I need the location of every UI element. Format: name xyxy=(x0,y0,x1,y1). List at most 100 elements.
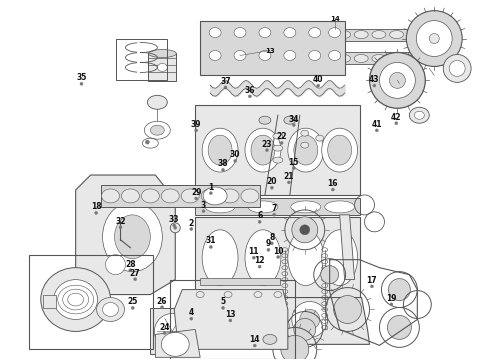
Ellipse shape xyxy=(415,111,424,119)
Ellipse shape xyxy=(273,157,283,163)
Text: 34: 34 xyxy=(289,114,299,123)
Text: 15: 15 xyxy=(289,158,299,167)
Ellipse shape xyxy=(329,28,341,37)
Ellipse shape xyxy=(322,128,358,172)
Text: 9: 9 xyxy=(266,239,271,248)
Polygon shape xyxy=(43,294,56,307)
Ellipse shape xyxy=(181,189,199,203)
Ellipse shape xyxy=(301,54,315,62)
Ellipse shape xyxy=(390,72,405,88)
Text: 40: 40 xyxy=(313,75,323,84)
Ellipse shape xyxy=(195,129,197,132)
Text: 23: 23 xyxy=(262,140,272,149)
Ellipse shape xyxy=(161,189,179,203)
Ellipse shape xyxy=(388,315,412,339)
Text: 17: 17 xyxy=(367,276,377,285)
Text: 2: 2 xyxy=(189,219,194,228)
Ellipse shape xyxy=(407,54,421,62)
Ellipse shape xyxy=(328,135,352,165)
Ellipse shape xyxy=(277,256,280,258)
Ellipse shape xyxy=(142,189,159,203)
Ellipse shape xyxy=(146,140,149,144)
Text: 36: 36 xyxy=(245,86,255,95)
Ellipse shape xyxy=(325,201,355,213)
Ellipse shape xyxy=(329,50,341,60)
Text: 31: 31 xyxy=(206,237,216,246)
Ellipse shape xyxy=(209,192,212,195)
Ellipse shape xyxy=(229,319,232,322)
Ellipse shape xyxy=(195,197,197,200)
Ellipse shape xyxy=(230,310,250,329)
Ellipse shape xyxy=(221,168,224,171)
Ellipse shape xyxy=(258,265,261,268)
Ellipse shape xyxy=(409,107,429,123)
Ellipse shape xyxy=(273,213,276,216)
Ellipse shape xyxy=(163,332,166,334)
Ellipse shape xyxy=(234,50,246,60)
Ellipse shape xyxy=(284,28,296,37)
Text: 3: 3 xyxy=(201,201,206,210)
Ellipse shape xyxy=(281,336,309,360)
Ellipse shape xyxy=(317,84,319,87)
Ellipse shape xyxy=(234,28,246,37)
Ellipse shape xyxy=(291,201,321,213)
Text: 14: 14 xyxy=(330,15,340,22)
Ellipse shape xyxy=(105,255,125,275)
Text: 38: 38 xyxy=(218,159,228,168)
Ellipse shape xyxy=(284,116,296,124)
Ellipse shape xyxy=(202,210,205,212)
Ellipse shape xyxy=(157,63,167,71)
Ellipse shape xyxy=(266,149,269,152)
Ellipse shape xyxy=(354,31,368,39)
Text: 20: 20 xyxy=(267,177,277,186)
Text: 21: 21 xyxy=(284,172,294,181)
Polygon shape xyxy=(150,307,195,354)
Bar xyxy=(100,185,260,207)
Text: 41: 41 xyxy=(371,120,382,129)
Polygon shape xyxy=(192,298,369,345)
Ellipse shape xyxy=(221,189,239,203)
Text: 35: 35 xyxy=(76,73,87,82)
Ellipse shape xyxy=(369,53,425,108)
Text: 7: 7 xyxy=(271,204,277,213)
Ellipse shape xyxy=(202,230,238,285)
Ellipse shape xyxy=(288,230,324,285)
Ellipse shape xyxy=(171,223,180,233)
Ellipse shape xyxy=(429,33,439,44)
Ellipse shape xyxy=(390,303,393,306)
Ellipse shape xyxy=(292,302,328,337)
Ellipse shape xyxy=(202,128,238,172)
Ellipse shape xyxy=(449,60,465,76)
Ellipse shape xyxy=(273,133,283,139)
Ellipse shape xyxy=(80,82,83,85)
Ellipse shape xyxy=(209,246,212,248)
Polygon shape xyxy=(174,289,288,349)
Ellipse shape xyxy=(283,54,297,62)
Text: 12: 12 xyxy=(254,256,265,265)
Bar xyxy=(116,39,167,80)
Text: 13: 13 xyxy=(225,310,236,319)
Ellipse shape xyxy=(102,202,162,272)
Bar xyxy=(171,280,295,359)
Ellipse shape xyxy=(301,130,309,136)
Ellipse shape xyxy=(390,31,404,39)
Text: 39: 39 xyxy=(191,120,201,129)
Ellipse shape xyxy=(221,306,224,309)
Ellipse shape xyxy=(300,225,310,235)
Ellipse shape xyxy=(259,116,271,124)
Text: 24: 24 xyxy=(159,323,170,332)
Ellipse shape xyxy=(266,31,280,39)
Text: 26: 26 xyxy=(157,297,167,306)
Ellipse shape xyxy=(288,181,291,184)
Ellipse shape xyxy=(319,31,333,39)
Ellipse shape xyxy=(354,54,368,62)
Ellipse shape xyxy=(316,135,324,141)
Text: 10: 10 xyxy=(273,247,283,256)
Text: 32: 32 xyxy=(115,217,126,226)
Ellipse shape xyxy=(280,141,283,144)
Bar xyxy=(250,53,419,64)
Ellipse shape xyxy=(173,224,176,227)
Bar xyxy=(250,28,419,41)
Ellipse shape xyxy=(161,306,164,309)
Ellipse shape xyxy=(337,54,350,62)
